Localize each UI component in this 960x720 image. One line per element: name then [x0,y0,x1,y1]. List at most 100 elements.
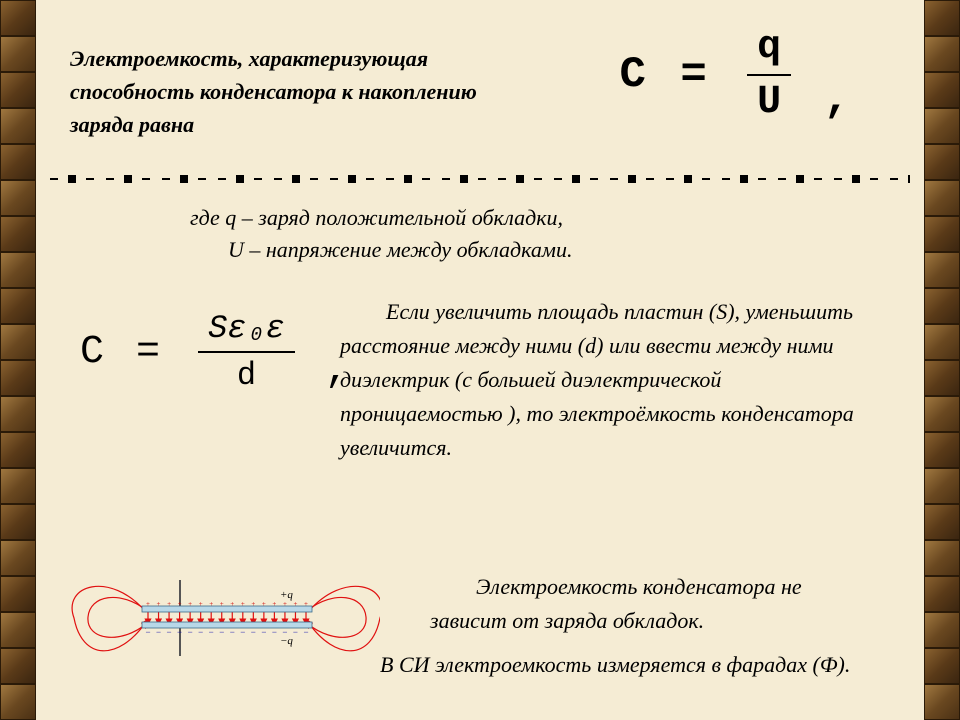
capacitor-svg: ++++++++++++++++ −−−−−−−−−−−−−−−− +q −q [70,560,380,670]
heading-text: Электроемкость, характеризующая способно… [70,46,477,137]
plus-sign: + [272,600,276,608]
formula1-num: q [747,25,791,76]
divider-unit [610,175,666,183]
minus-sign: − [230,627,235,637]
divider-dotted [50,175,910,183]
border-tile [924,144,960,180]
border-tile [0,396,36,432]
border-tile [924,360,960,396]
fringe-left [72,586,146,650]
border-right [924,0,960,720]
border-tile [0,252,36,288]
divider-unit [106,175,162,183]
para2-text: Если увеличить площадь пластин (S), умен… [340,299,854,460]
divider-unit [274,175,330,183]
border-tile [924,324,960,360]
border-tile [924,648,960,684]
para3-text: Электроемкость конденсатора не зависит о… [430,574,802,633]
formula2-eq: = [136,330,160,375]
border-tile [0,468,36,504]
fringe-right [308,586,380,650]
border-tile [0,360,36,396]
minus-sign: − [198,627,203,637]
divider-unit [890,175,910,183]
border-tile [0,432,36,468]
border-tile [924,576,960,612]
border-tile [924,252,960,288]
plus-sign: + [220,600,224,608]
formula1-trailing: , [824,75,850,125]
border-tile [924,684,960,720]
border-tile [924,396,960,432]
divider-unit [330,175,386,183]
divider-unit [722,175,778,183]
border-tile [0,612,36,648]
where-line1: где q – заряд положительной обкладки, [190,205,572,231]
formula2-num: Sε₀ε [198,310,295,353]
border-tile [924,0,960,36]
formula1-lhs: C [620,50,646,100]
paragraph-independence-from-charge: Электроемкость конденсатора не зависит о… [430,570,880,638]
divider-unit [162,175,218,183]
formula2-den: d [198,353,295,394]
border-tile [0,108,36,144]
plus-sign: + [241,600,245,608]
border-tile [0,216,36,252]
border-tile [924,288,960,324]
divider-unit [386,175,442,183]
divider-unit [554,175,610,183]
heading-capacitance: Электроемкость, характеризующая способно… [70,42,480,141]
plus-sign: + [293,600,297,608]
minus-sign: − [240,627,245,637]
formula1-den: U [747,76,791,125]
formula2-lhs: C [80,330,104,375]
border-tile [0,288,36,324]
border-tile [0,0,36,36]
border-tile [924,504,960,540]
formula-c-equals-s-eps-over-d: C = Sε₀ε d , [80,310,349,394]
plus-sign: + [209,600,213,608]
border-tile [0,36,36,72]
divider-unit [834,175,890,183]
plus-sign: + [157,600,161,608]
divider-unit [666,175,722,183]
border-tile [0,144,36,180]
para4-text: В СИ электроемкость измеряется в фарадах… [380,652,850,677]
minus-sign: − [251,627,256,637]
formula2-fraction: Sε₀ε d [198,310,295,394]
plus-sign: + [178,600,182,608]
divider-unit [218,175,274,183]
plus-sign: + [188,600,192,608]
paragraph-area-distance-dielectric: Если увеличить площадь пластин (S), умен… [340,295,880,465]
plus-sign: + [146,600,150,608]
border-tile [0,72,36,108]
border-tile [0,684,36,720]
divider-unit [50,175,106,183]
border-tile [924,432,960,468]
minus-sign: − [261,627,266,637]
minus-sign: − [272,627,277,637]
fringe-r2 [308,586,380,650]
border-tile [924,108,960,144]
label-plus-q: +q [280,589,293,601]
inner-arrows [148,612,306,622]
minus-sign: − [219,627,224,637]
fringe-l2 [72,586,146,650]
where-block: где q – заряд положительной обкладки, U … [190,205,572,263]
border-tile [924,468,960,504]
plus-sign: + [262,600,266,608]
border-tile [0,180,36,216]
minus-sign: − [293,627,298,637]
minus-sign: − [145,627,150,637]
plus-sign: + [199,600,203,608]
paragraph-si-units: В СИ электроемкость измеряется в фарадах… [380,648,880,681]
minus-sign: − [303,627,308,637]
plus-sign: + [251,600,255,608]
plus-sign: + [167,600,171,608]
border-tile [924,540,960,576]
border-tile [0,576,36,612]
minus-sign: − [156,627,161,637]
where-line2-text: U – напряжение между обкладками. [228,237,572,262]
plus-sign: + [230,600,234,608]
minus-sign: − [188,627,193,637]
